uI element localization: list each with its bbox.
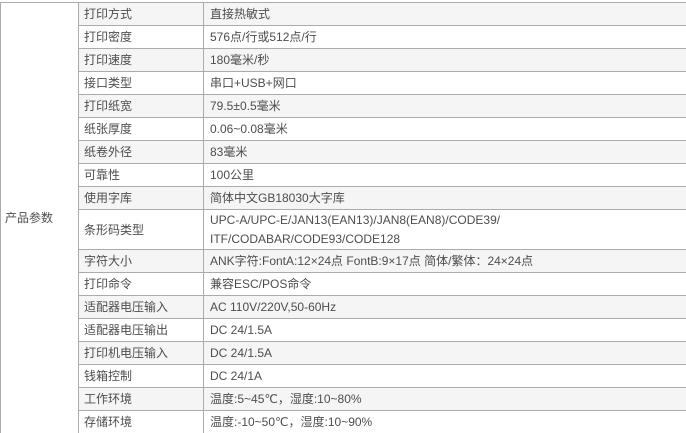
spec-value: DC 24/1A [203, 364, 686, 388]
spec-value: 100公里 [203, 163, 686, 187]
table-row: 打印密度 576点/行或512点/行 [1, 25, 686, 49]
spec-value: 180毫米/秒 [203, 48, 686, 72]
table-row: 适配器电压输入 AC 110V/220V,50-60Hz [1, 295, 686, 319]
spec-label: 打印速度 [78, 48, 204, 72]
table-row: 打印命令 兼容ESC/POS命令 [1, 272, 686, 296]
spec-value: 79.5±0.5毫米 [203, 94, 686, 118]
spec-value: 温度:-10~50℃，湿度:10~90% [203, 410, 686, 433]
spec-label: 打印方式 [78, 2, 204, 26]
spec-value: ANK字符:FontA:12×24点 FontB:9×17点 简体/繁体：24×… [203, 249, 686, 273]
spec-label: 字符大小 [78, 249, 204, 273]
spec-label: 使用字库 [78, 186, 204, 210]
spec-label: 打印命令 [78, 272, 204, 296]
table-row: 可靠性 100公里 [1, 163, 686, 187]
spec-label: 可靠性 [78, 163, 204, 187]
table-row: 工作环境 温度:5~45℃，湿度:10~80% [1, 387, 686, 411]
category-cell: 产品参数 [0, 2, 79, 433]
spec-value: 串口+USB+网口 [203, 71, 686, 95]
spec-value: 温度:5~45℃，湿度:10~80% [203, 387, 686, 411]
spec-value: DC 24/1.5A [203, 341, 686, 365]
spec-value: UPC-A/UPC-E/JAN13(EAN13)/JAN8(EAN8)/CODE… [203, 209, 686, 250]
spec-value-line2: ITF/CODABAR/CODE93/CODE128 [210, 231, 401, 246]
table-row: 打印速度 180毫米/秒 [1, 48, 686, 72]
table-row: 使用字库 简体中文GB18030大字库 [1, 186, 686, 210]
table-row: 打印机电压输入 DC 24/1.5A [1, 341, 686, 365]
spec-label: 打印纸宽 [78, 94, 204, 118]
table-row: 适配器电压输出 DC 24/1.5A [1, 318, 686, 342]
spec-value: 直接热敏式 [203, 2, 686, 26]
spec-label: 条形码类型 [78, 209, 204, 250]
spec-label: 适配器电压输出 [78, 318, 204, 342]
table-row: 钱箱控制 DC 24/1A [1, 364, 686, 388]
spec-value-line1: UPC-A/UPC-E/JAN13(EAN13)/JAN8(EAN8)/CODE… [210, 212, 501, 227]
table-row: 纸卷外径 83毫米 [1, 140, 686, 164]
spec-label: 打印机电压输入 [78, 341, 204, 365]
spec-label: 接口类型 [78, 71, 204, 95]
spec-label: 纸卷外径 [78, 140, 204, 164]
spec-value: DC 24/1.5A [203, 318, 686, 342]
spec-label: 适配器电压输入 [78, 295, 204, 319]
spec-label: 工作环境 [78, 387, 204, 411]
spec-value: 576点/行或512点/行 [203, 25, 686, 49]
table-row: 条形码类型 UPC-A/UPC-E/JAN13(EAN13)/JAN8(EAN8… [1, 209, 686, 250]
spec-label: 存储环境 [78, 410, 204, 433]
spec-value: AC 110V/220V,50-60Hz [203, 295, 686, 319]
table-row: 打印纸宽 79.5±0.5毫米 [1, 94, 686, 118]
spec-label: 钱箱控制 [78, 364, 204, 388]
spec-label: 打印密度 [78, 25, 204, 49]
spec-value: 简体中文GB18030大字库 [203, 186, 686, 210]
spec-value: 83毫米 [203, 140, 686, 164]
spec-label: 纸张厚度 [78, 117, 204, 141]
table-row: 字符大小 ANK字符:FontA:12×24点 FontB:9×17点 简体/繁… [1, 249, 686, 273]
spec-value: 0.06~0.08毫米 [203, 117, 686, 141]
table-row: 纸张厚度 0.06~0.08毫米 [1, 117, 686, 141]
spec-value: 兼容ESC/POS命令 [203, 272, 686, 296]
table-row: 接口类型 串口+USB+网口 [1, 71, 686, 95]
table-row: 存储环境 温度:-10~50℃，湿度:10~90% [1, 410, 686, 433]
